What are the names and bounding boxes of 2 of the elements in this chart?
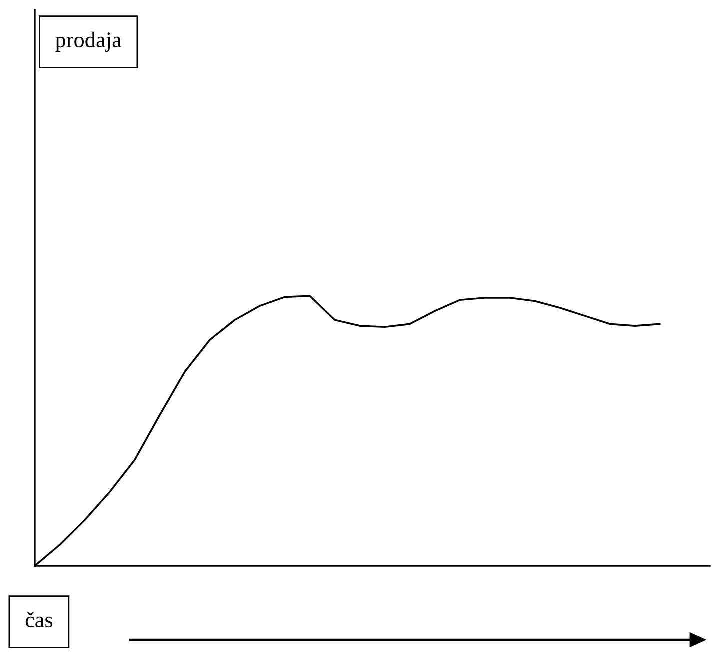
text: prodaja [56, 32, 122, 52]
x-axis-title: čas [26, 612, 53, 628]
